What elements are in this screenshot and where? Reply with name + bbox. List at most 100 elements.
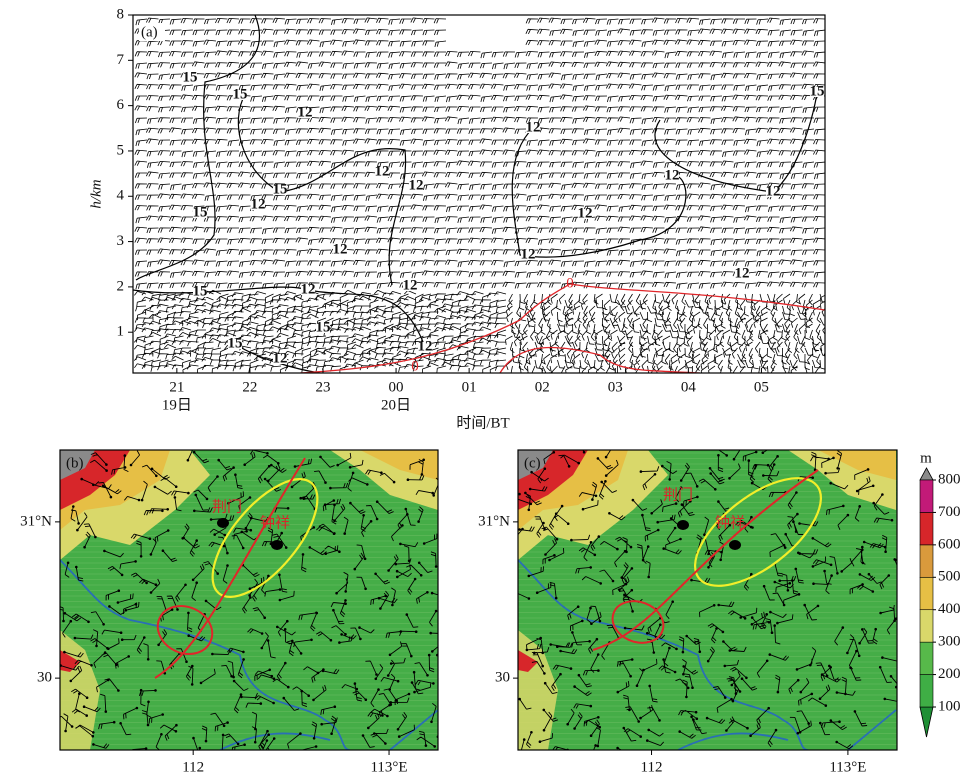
panel-label: (c) [524,455,541,471]
contour-label: 12 [409,177,424,193]
contour-label-bg [418,342,432,352]
wind-barbs [133,15,825,373]
x-tick-label: 113°E [370,759,407,775]
colorbar-tick-label: 800 [938,471,961,487]
x-axis-label: 时间/BT [456,414,509,431]
y-tick-label: 5 [117,142,125,158]
city-dot [271,540,283,550]
colorbar-segment [919,576,934,611]
contour-label-bg [273,354,287,364]
colorbar-segment [919,512,934,546]
colorbar-tick-label: 300 [938,634,961,650]
contour-label-bg [298,108,312,118]
contour-label-bg [521,250,535,260]
y-tick-label: 7 [117,52,125,68]
x-tick-label: 00 [389,379,404,395]
contour-label-bg [735,269,749,279]
contour-line [654,91,818,193]
contour-label: 12 [521,246,536,262]
colorbar-tick-label: 500 [938,569,961,585]
x-tick-label: 112 [182,759,204,775]
colorbar-tick-label: 400 [938,601,961,617]
red-ellipse [156,605,214,655]
city-label: 钟祥 [715,514,745,531]
contour-label-bg [193,208,207,218]
contour-label-bg [403,281,417,291]
y-axis-label: h/km [88,179,104,208]
boundary [518,559,809,750]
contour-label: 12 [301,281,316,297]
contour-label: 15 [233,86,248,102]
x-tick-label: 21 [169,379,184,395]
yellow-ellipse [211,478,319,598]
y-tick-label: 6 [117,97,125,113]
wind-barbs [518,450,897,750]
panel-label: (a) [141,24,158,40]
contour-label: 12 [766,183,781,199]
contour-label-bg [578,209,592,219]
contour-label-bg [526,123,540,133]
contour-label: 15 [193,204,208,220]
city-dot [677,520,689,530]
x-tick-label: 22 [242,379,257,395]
colorbar-over [919,467,934,481]
colorbar-tick-label: 200 [938,666,961,682]
y-tick-label: 4 [117,188,125,204]
contour-label: 15 [228,335,243,351]
colorbar-segment [919,674,934,708]
y-tick-label: 8 [117,6,125,22]
red-contour-label: 0 [566,275,574,291]
y-tick-label: 1 [117,324,125,340]
colorbar-segment [919,609,934,643]
contour-label-bg [810,87,824,97]
wind-barbs [60,450,438,750]
y-tick-label: 30 [37,670,52,686]
contour-label: 12 [526,119,541,135]
contour-label: 12 [735,265,750,281]
contour-label-bg [409,181,423,191]
colorbar-tick-label: 600 [938,536,961,552]
date-label: 20日 [381,397,411,413]
terrain [518,450,897,750]
red-ellipse [611,600,665,644]
x-tick-label: 03 [608,379,623,395]
city-label: 荆门 [663,486,693,503]
y-tick-label: 3 [117,233,125,249]
contour-label-bg [375,167,389,177]
city-dot [729,540,741,550]
plot-frame [132,14,826,374]
wind-barb-field [133,17,825,373]
terrain-peak [60,450,95,480]
contour-label: 15 [193,283,208,299]
red-contour-line [499,346,701,373]
terrain [60,450,438,750]
contour-label-bg [228,339,242,349]
y-tick-label: 31°N [478,513,510,529]
x-tick-label: 02 [535,379,550,395]
x-tick-label: 112 [641,759,663,775]
panel-label-bg [139,23,165,41]
city-label: 荆门 [212,498,242,515]
city-label: 钟祥 [260,514,290,531]
contour-label: 12 [578,205,593,221]
contour-label-bg [301,285,315,295]
red-line [154,457,306,679]
terrain-peak [518,450,553,480]
contour-label-bg [665,171,679,181]
contour-label: 15 [316,319,331,335]
boundary [677,709,897,750]
contour-label: 12 [298,104,313,120]
contour-line [511,127,687,258]
contour-label-bg [316,323,330,333]
x-tick-label: 23 [315,379,330,395]
colorbar-tick-label: 100 [938,698,961,714]
contour-label: 12 [251,196,266,212]
contour-line [135,15,261,281]
contour-label-bg [273,185,287,195]
contour-label: 12 [273,350,288,366]
contour-label-bg [233,90,247,100]
contour-label-bg [251,200,265,210]
contour-label-bg [193,287,207,297]
